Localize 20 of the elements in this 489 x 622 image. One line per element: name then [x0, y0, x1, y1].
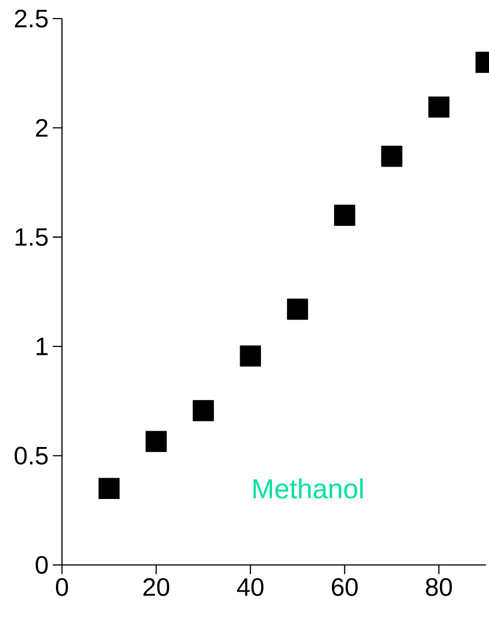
y-tick-label: 2 [36, 119, 48, 137]
y-tick-label: 1.5 [15, 228, 48, 246]
point [192, 400, 214, 422]
x-tick-label: 20 [143, 578, 170, 596]
x-tick-label: 80 [426, 578, 452, 596]
point [334, 204, 356, 226]
point [240, 345, 261, 367]
point [98, 478, 120, 499]
x-tick-label: 60 [332, 578, 358, 596]
y-tick-label: 1 [36, 338, 48, 356]
annotation: Methanol [253, 478, 363, 499]
point [286, 298, 308, 320]
point [146, 430, 167, 452]
point [428, 96, 450, 118]
y-tick-label: 2.5 [14, 10, 48, 28]
x-tick-label: 40 [236, 578, 264, 596]
y-tick-label: 0 [36, 556, 48, 574]
y-tick-label: 0.5 [14, 446, 48, 465]
x-tick-label: 0 [56, 578, 68, 596]
point [381, 146, 402, 167]
